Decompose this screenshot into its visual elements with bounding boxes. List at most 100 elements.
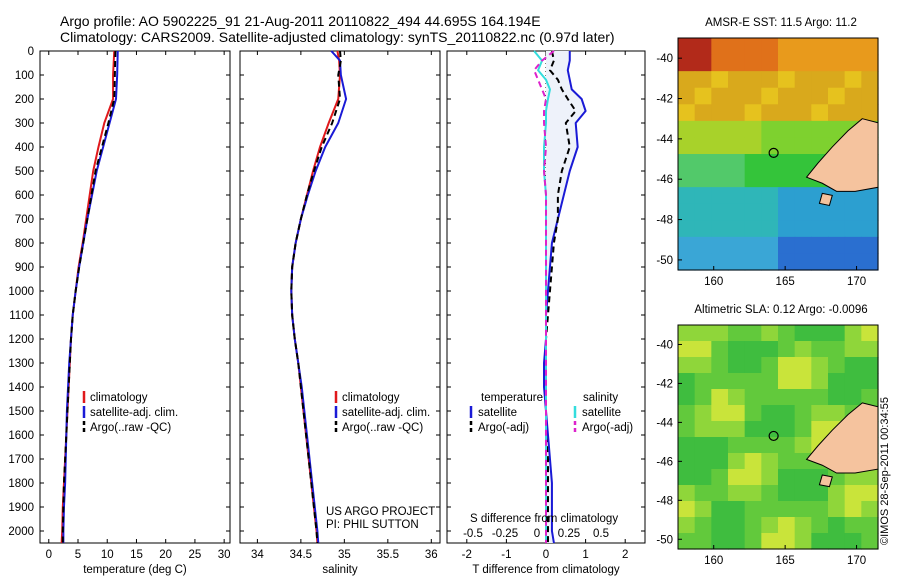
map-cell [711, 54, 729, 72]
map-cell [744, 170, 762, 188]
map-cell [778, 533, 796, 550]
map-cell [711, 405, 729, 422]
map-cell [744, 405, 762, 422]
map-cell [711, 341, 729, 358]
map-cell [728, 187, 746, 205]
imos-credit: ©IMOS 28-Sep-2011 00:34:55 [879, 397, 891, 545]
map-cell [744, 71, 762, 89]
y-tick-label: 1100 [9, 310, 34, 322]
map-cell [828, 71, 846, 89]
legend-label: satellite-adj. clim. [90, 407, 178, 419]
map-cell [678, 104, 696, 122]
x-tick-label: 15 [130, 549, 143, 561]
map-cell [811, 220, 829, 238]
map-cell [794, 54, 812, 72]
map-x-tick-label: 170 [847, 276, 866, 288]
project-label: US ARGO PROJECT [326, 506, 436, 518]
sst-map-title: AMSR-E SST: 11.5 Argo: 11.2 [705, 17, 857, 29]
map-cell [794, 437, 812, 454]
salinity-diff-tick-label: 0 [534, 528, 540, 540]
map-cell [678, 437, 696, 454]
legend-label: satellite-adj. clim. [342, 407, 430, 419]
map-cell [678, 220, 696, 238]
map-cell [761, 203, 779, 221]
map-cell [844, 220, 862, 238]
map-cell [711, 137, 729, 155]
map-cell [844, 236, 862, 255]
map-cell [694, 421, 712, 438]
map-cell [678, 187, 696, 205]
map-cell [761, 170, 779, 188]
map-cell [694, 437, 712, 454]
x-tick-label: 30 [218, 549, 231, 561]
x-tick-label: 5 [75, 549, 81, 561]
map-cell [711, 220, 729, 238]
map-cell [761, 236, 779, 255]
map-cell [761, 501, 779, 518]
map-cell [694, 373, 712, 390]
map-cell [761, 437, 779, 454]
map-cell [744, 437, 762, 454]
map-cell [844, 533, 862, 550]
map-cell [678, 485, 696, 502]
map-cell [761, 485, 779, 502]
map-cell [744, 137, 762, 155]
map-cell [844, 71, 862, 89]
map-cell [861, 71, 879, 89]
map-cell [794, 154, 812, 172]
map-cell [761, 405, 779, 422]
map-cell [794, 203, 812, 221]
map-cell [711, 154, 729, 172]
y-tick-label: 100 [15, 70, 34, 82]
y-tick-label: 1800 [8, 478, 34, 490]
map-cell [828, 405, 846, 422]
y-tick-label: 1000 [8, 286, 34, 298]
map-cell [744, 453, 762, 470]
map-cell [694, 405, 712, 422]
map-cell [678, 253, 696, 271]
map-cell [844, 54, 862, 72]
map-cell [678, 453, 696, 470]
map-cell [794, 104, 812, 122]
sla-map-title: Altimetric SLA: 0.12 Argo: -0.0096 [694, 304, 868, 316]
legend-label: satellite [582, 407, 621, 419]
map-cell [778, 501, 796, 518]
map-cell [861, 501, 879, 518]
map-cell [711, 517, 729, 534]
map-cell [828, 533, 846, 550]
map-cell [828, 357, 846, 374]
map-cell [861, 54, 879, 72]
x-tick-label: 1 [582, 549, 588, 561]
x-tick-label: 34.5 [290, 549, 312, 561]
map-x-tick-label: 160 [704, 276, 723, 288]
map-cell [761, 533, 779, 550]
map-cell [728, 357, 746, 374]
map-cell [728, 38, 746, 56]
map-cell [778, 253, 796, 271]
map-cell [861, 373, 879, 390]
map-cell [778, 485, 796, 502]
map-cell [778, 170, 796, 188]
map-cell [728, 373, 746, 390]
x-tick-label: 0 [46, 549, 52, 561]
map-cell [778, 104, 796, 122]
legend-label: Argo(-adj) [478, 422, 529, 434]
map-cell [828, 501, 846, 518]
map-cell [678, 533, 696, 550]
map-cell [844, 325, 862, 342]
map-y-tick-label: -50 [656, 534, 673, 546]
map-y-tick-label: -42 [656, 378, 673, 390]
map-cell [778, 517, 796, 534]
map-cell [728, 54, 746, 72]
map-cell [678, 325, 696, 342]
map-cell [828, 325, 846, 342]
map-cell [728, 203, 746, 221]
map-cell [761, 120, 779, 139]
map-cell [844, 501, 862, 518]
difference-axis-label: T difference from climatology [472, 564, 620, 576]
map-cell [778, 341, 796, 358]
y-tick-label: 1900 [8, 502, 34, 514]
map-frame [677, 324, 879, 550]
map-cell [811, 325, 829, 342]
